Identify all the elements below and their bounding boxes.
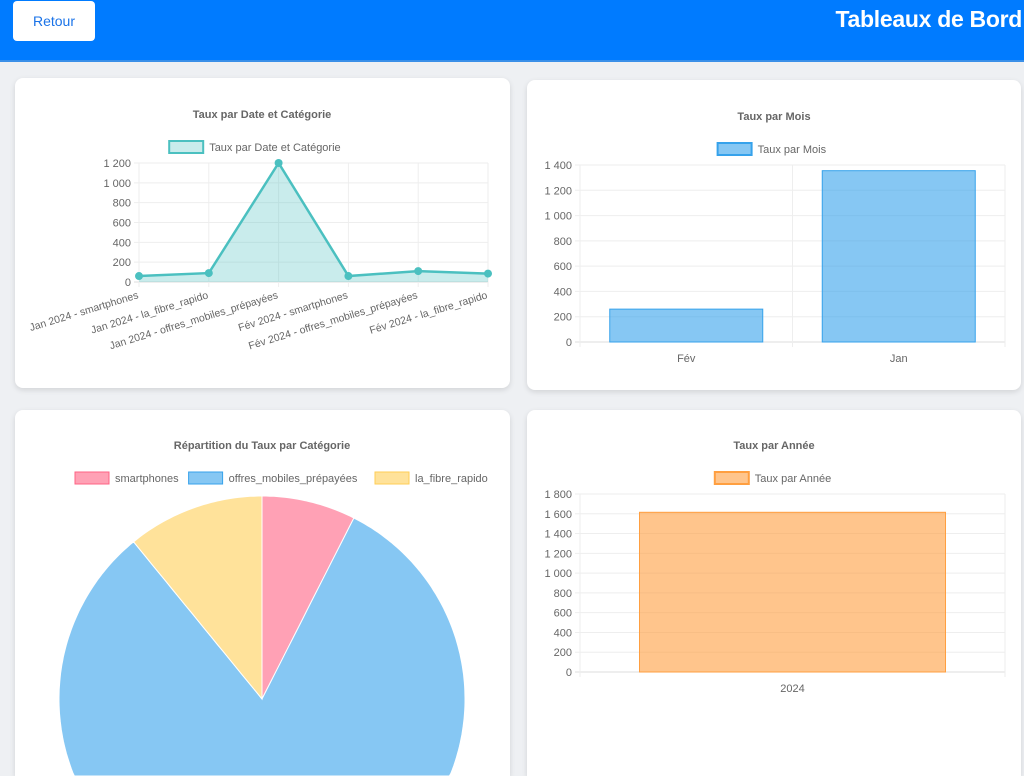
bar: [609, 308, 764, 343]
chart-title: Répartition du Taux par Catégorie: [174, 440, 350, 452]
legend-swatch: [716, 142, 753, 156]
series-line: [138, 160, 489, 278]
y-tick-label: 800: [113, 198, 131, 210]
pie-slice: [58, 517, 466, 776]
y-tick-label: 200: [554, 647, 572, 659]
data-point: [344, 272, 353, 281]
x-tick-label: Jan: [890, 353, 908, 365]
y-tick-label: 1 800: [544, 489, 572, 501]
legend-label: la_fibre_rapido: [415, 473, 488, 485]
legend-label: Taux par Année: [755, 473, 831, 485]
legend-label: Taux par Mois: [758, 144, 827, 156]
top-header: Retour Tableaux de Bord: [0, 0, 1024, 62]
chart-svg: Taux par Année Taux par Année 0 200 400 600 80…: [544, 440, 1006, 695]
chart-card-month: Taux par Mois Taux par Mois 0 200 400 600 800 1…: [527, 80, 1021, 390]
page-title: Tableaux de Bord: [835, 6, 1023, 32]
chart-title: Taux par Mois: [737, 111, 810, 123]
y-tick-label: 0: [566, 667, 572, 679]
y-tick-label: 400: [554, 286, 572, 298]
data-point: [204, 269, 213, 278]
y-tick-label: 600: [554, 608, 572, 620]
chart-title: Taux par Date et Catégorie: [193, 109, 332, 121]
legend-swatch: [74, 471, 110, 485]
legend-swatch: [374, 471, 410, 485]
data-point: [274, 159, 283, 167]
y-tick-label: 1 000: [544, 568, 572, 580]
x-tick-label: Fév: [677, 353, 696, 365]
data-point: [484, 269, 492, 278]
bar: [821, 170, 976, 343]
chart-card-date-category: Taux par Date et Catégorie Taux par Date …: [15, 78, 510, 388]
chart-card-category-pie: Répartition du Taux par Catégorie smartph…: [15, 410, 510, 776]
chart-svg: Taux par Mois Taux par Mois 0 200 400 600 800 1…: [544, 111, 1006, 365]
y-tick-label: 1 000: [544, 211, 572, 223]
chart-title: Taux par Année: [733, 440, 814, 452]
chart-card-year: Taux par Année Taux par Année 0 200 400 600 80…: [527, 410, 1021, 776]
y-tick-label: 600: [113, 218, 131, 230]
y-tick-label: 800: [554, 588, 572, 600]
x-tick-label: 2024: [780, 683, 804, 695]
data-point: [135, 272, 143, 281]
area-fill: [139, 163, 488, 282]
x-tick-label: Fév 2024 - la_fibre_rapido: [368, 289, 489, 336]
y-tick-label: 1 000: [103, 178, 131, 190]
y-tick-label: 1 200: [544, 185, 572, 197]
data-point: [414, 267, 423, 276]
y-tick-label: 0: [125, 277, 131, 289]
y-tick-label: 200: [113, 257, 131, 269]
y-tick-label: 800: [554, 236, 572, 248]
legend-swatch: [713, 471, 750, 485]
y-tick-label: 1 200: [544, 548, 572, 560]
back-button[interactable]: Retour: [13, 1, 95, 41]
legend-label: Taux par Date et Catégorie: [209, 142, 340, 154]
y-tick-label: 1 400: [544, 529, 572, 541]
y-tick-label: 0: [566, 337, 572, 349]
legend-label: offres_mobiles_prépayées: [229, 473, 358, 485]
y-tick-label: 200: [554, 312, 572, 324]
y-tick-label: 400: [113, 237, 131, 249]
legend-swatch: [188, 471, 224, 485]
y-tick-label: 600: [554, 261, 572, 273]
y-tick-label: 1 200: [103, 158, 131, 170]
chart-svg: Taux par Date et Catégorie Taux par Date …: [28, 109, 492, 352]
y-tick-label: 1 600: [544, 509, 572, 521]
chart-svg: Répartition du Taux par Catégorie smartph…: [58, 440, 488, 776]
y-tick-label: 1 400: [544, 160, 572, 172]
y-tick-label: 400: [554, 627, 572, 639]
pie-slice: [132, 495, 263, 701]
legend-swatch: [168, 140, 205, 154]
legend-label: smartphones: [115, 473, 179, 485]
bar: [639, 511, 946, 673]
